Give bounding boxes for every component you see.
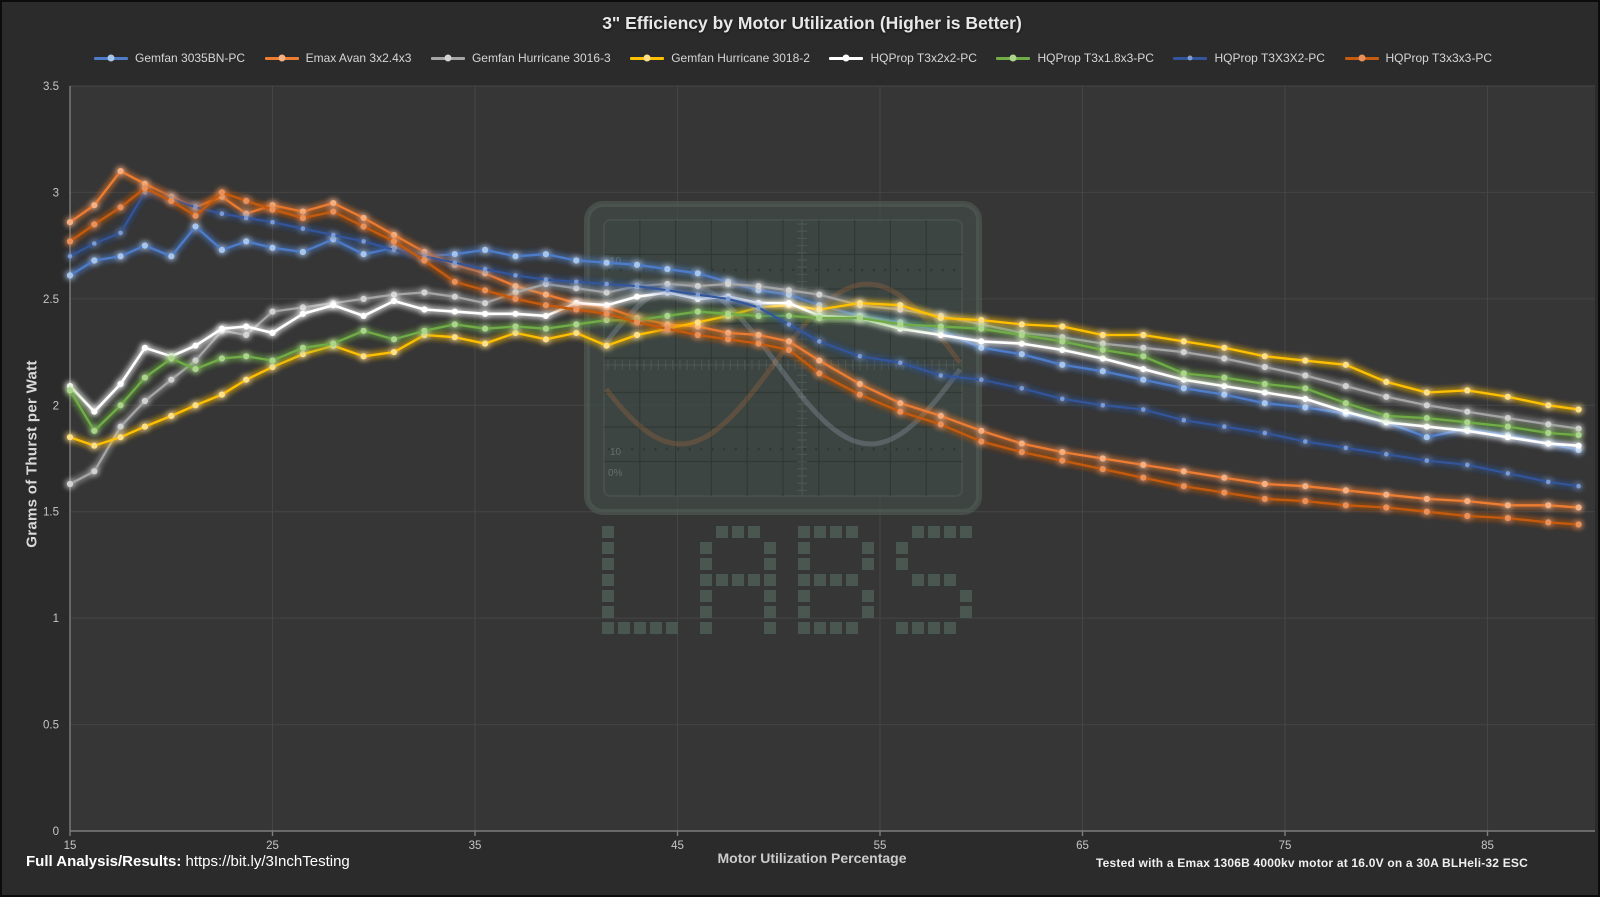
svg-text:65: 65 (1076, 840, 1089, 852)
legend-line-marker (264, 54, 299, 62)
series-hqprop-t3x3x3-pc (66, 185, 1582, 528)
series-hqprop-t3x2x2-pc (66, 289, 1582, 449)
watermark-oscilloscope: 10 10 0% (584, 201, 982, 515)
svg-text:15: 15 (64, 840, 77, 852)
series-hqprop-t3x1-8x3-pc (66, 308, 1582, 439)
svg-text:85: 85 (1481, 840, 1494, 852)
svg-text:25: 25 (266, 840, 279, 852)
legend-item-gemfan-hurricane-3016-3: Gemfan Hurricane 3016-3 (430, 51, 611, 65)
svg-text:1: 1 (53, 613, 59, 625)
legend-label: HQProp T3x1.8x3-PC (1037, 51, 1154, 65)
legend-label: Gemfan Hurricane 3016-3 (471, 51, 611, 65)
legend-label: HQProp T3x3x3-PC (1385, 51, 1492, 65)
legend: Gemfan 3035BN-PC Emax Avan 3x2.4x3 Gemfan … (94, 48, 1492, 68)
legend-line-marker (1173, 55, 1208, 61)
legend-line-marker (996, 54, 1031, 62)
legend-line-marker (430, 54, 465, 62)
series-gemfan-hurricane-3016-3 (66, 280, 1582, 488)
legend-item-gemfan-3035bn-pc: Gemfan 3035BN-PC (94, 51, 245, 65)
svg-text:10: 10 (610, 256, 622, 267)
legend-label: Emax Avan 3x2.4x3 (305, 51, 412, 65)
legend-label: Gemfan 3035BN-PC (135, 51, 246, 65)
legend-label: Gemfan Hurricane 3018-2 (671, 51, 810, 65)
legend-line-marker (1344, 54, 1379, 62)
legend-label: HQProp T3X3X2-PC (1214, 51, 1325, 65)
series-gemfan-hurricane-3018-2 (66, 300, 1582, 449)
footer-test-note: Tested with a Emax 1306B 4000kv motor at… (1096, 856, 1528, 870)
svg-text:2: 2 (53, 400, 59, 412)
svg-text:3: 3 (53, 187, 59, 199)
x-tick-labels: 15 25 35 45 55 65 75 85 (64, 840, 1494, 852)
svg-text:0: 0 (53, 826, 59, 838)
analysis-url-link[interactable]: https://bit.ly/3InchTesting (185, 853, 350, 870)
legend-line-marker (630, 54, 665, 62)
series-hqprop-t3x3x2-pc (67, 190, 1581, 489)
chart-title: 3" Efficiency by Motor Utilization (High… (602, 13, 1022, 33)
legend-item-gemfan-hurricane-3018-2: Gemfan Hurricane 3018-2 (630, 51, 810, 65)
legend-line-marker (829, 54, 864, 62)
svg-text:1.5: 1.5 (43, 507, 59, 519)
footer-analysis: Full Analysis/Results: https://bit.ly/3I… (26, 853, 350, 870)
svg-text:3.5: 3.5 (43, 81, 59, 93)
svg-text:0.5: 0.5 (43, 720, 59, 732)
legend-item-hqprop-t3x2x2-pc: HQProp T3x2x2-PC (829, 51, 977, 65)
legend-label: HQProp T3x2x2-PC (870, 51, 977, 65)
legend-item-hqprop-t3x3x2-pc: HQProp T3X3X2-PC (1173, 51, 1325, 65)
svg-text:35: 35 (469, 840, 482, 852)
y-axis-title: Grams of Thurst per Watt (23, 360, 41, 548)
svg-text:0%: 0% (608, 468, 623, 479)
legend-item-hqprop-t3x1-8x3-pc: HQProp T3x1.8x3-PC (996, 51, 1154, 65)
legend-line-marker (94, 54, 128, 62)
svg-text:2.5: 2.5 (43, 294, 59, 306)
axis-lines (69, 86, 1595, 836)
y-tick-labels: 0 0.5 1 1.5 2 2.5 3 3.5 (43, 81, 59, 838)
watermark-labs-text (602, 526, 972, 634)
svg-text:55: 55 (874, 840, 887, 852)
svg-text:75: 75 (1279, 840, 1292, 852)
footer-analysis-label: Full Analysis/Results: (26, 853, 182, 870)
svg-text:10: 10 (610, 447, 622, 458)
legend-item-emax-avan-3x2-4x3: Emax Avan 3x2.4x3 (264, 51, 412, 65)
x-axis-title: Motor Utilization Percentage (717, 850, 907, 866)
svg-text:45: 45 (671, 840, 684, 852)
legend-item-hqprop-t3x3x3-pc: HQProp T3x3x3-PC (1344, 51, 1492, 65)
